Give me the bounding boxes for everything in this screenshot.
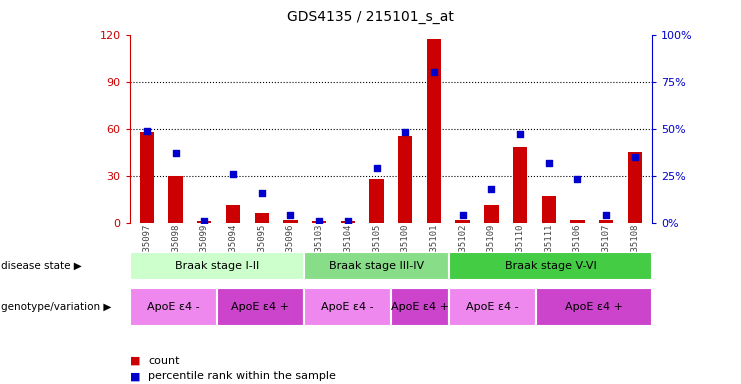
Text: ApoE ε4 +: ApoE ε4 + — [565, 302, 623, 312]
Point — [227, 171, 239, 177]
Point — [485, 186, 497, 192]
Bar — [449, 288, 536, 326]
Text: ■: ■ — [130, 356, 140, 366]
Point — [285, 212, 296, 218]
Point — [170, 150, 182, 156]
Text: ApoE ε4 +: ApoE ε4 + — [231, 302, 289, 312]
Bar — [312, 221, 326, 223]
Point — [428, 69, 440, 75]
Bar — [304, 288, 391, 326]
Bar — [513, 147, 527, 223]
Text: GDS4135 / 215101_s_at: GDS4135 / 215101_s_at — [287, 10, 454, 23]
Bar — [216, 288, 304, 326]
Point — [399, 129, 411, 136]
Point — [600, 212, 612, 218]
Bar — [398, 136, 413, 223]
Bar — [391, 288, 449, 326]
Bar — [628, 152, 642, 223]
Bar — [449, 252, 652, 280]
Text: count: count — [148, 356, 180, 366]
Point — [543, 159, 555, 166]
Bar — [369, 179, 384, 223]
Text: Braak stage III-IV: Braak stage III-IV — [329, 261, 424, 271]
Text: Braak stage I-II: Braak stage I-II — [175, 261, 259, 271]
Text: ApoE ε4 -: ApoE ε4 - — [321, 302, 373, 312]
Bar — [341, 221, 355, 223]
Point — [456, 212, 468, 218]
Bar — [484, 205, 499, 223]
Bar — [130, 288, 216, 326]
Point — [256, 190, 268, 196]
Point — [199, 218, 210, 224]
Point — [141, 127, 153, 134]
Bar — [599, 220, 614, 223]
Text: disease state ▶: disease state ▶ — [1, 261, 82, 271]
Point — [342, 218, 353, 224]
Bar — [140, 132, 154, 223]
Bar — [456, 220, 470, 223]
Point — [370, 165, 382, 171]
Point — [514, 131, 526, 137]
Bar — [197, 221, 211, 223]
Text: percentile rank within the sample: percentile rank within the sample — [148, 371, 336, 381]
Bar — [304, 252, 449, 280]
Text: Braak stage V-VI: Braak stage V-VI — [505, 261, 597, 271]
Bar — [536, 288, 652, 326]
Point — [629, 154, 641, 160]
Bar — [226, 205, 240, 223]
Text: genotype/variation ▶: genotype/variation ▶ — [1, 302, 112, 312]
Bar — [283, 220, 298, 223]
Bar — [427, 39, 441, 223]
Bar — [168, 176, 183, 223]
Text: ApoE ε4 +: ApoE ε4 + — [391, 302, 449, 312]
Text: ApoE ε4 -: ApoE ε4 - — [466, 302, 519, 312]
Bar — [255, 214, 269, 223]
Bar — [130, 252, 304, 280]
Text: ApoE ε4 -: ApoE ε4 - — [147, 302, 199, 312]
Point — [571, 176, 583, 182]
Point — [313, 218, 325, 224]
Bar — [542, 196, 556, 223]
Text: ■: ■ — [130, 371, 140, 381]
Bar — [571, 220, 585, 223]
